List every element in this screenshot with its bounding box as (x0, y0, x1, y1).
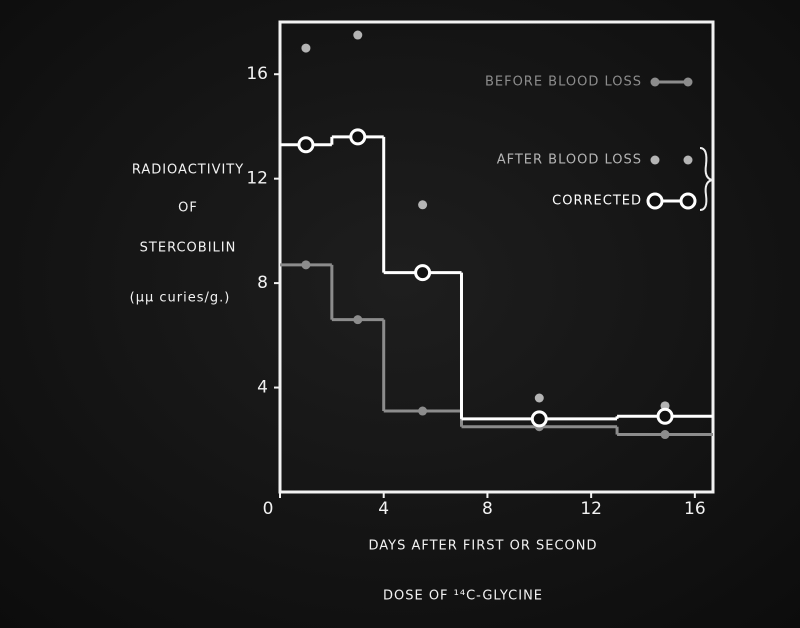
y-label-line: OF (178, 201, 198, 216)
point (534, 393, 544, 403)
legend-marker (650, 77, 660, 87)
point (353, 30, 363, 40)
point (656, 407, 674, 425)
point (353, 315, 363, 325)
legend-marker (650, 155, 660, 165)
series (280, 128, 713, 428)
x-tick-label: 8 (482, 499, 493, 519)
legend-marker (683, 77, 693, 87)
y-label-line: (μμ curies/g.) (130, 291, 231, 306)
point (530, 410, 548, 428)
point (418, 200, 428, 210)
point (660, 430, 670, 440)
point (297, 136, 315, 154)
y-label-line: RADIOACTIVITY (132, 163, 244, 178)
legend-marker (646, 192, 664, 210)
x-tick-label: 16 (684, 499, 706, 519)
legend-marker (683, 155, 693, 165)
y-tick-label: 8 (257, 273, 268, 293)
point (301, 260, 311, 270)
y-tick-label: 16 (246, 64, 268, 84)
x-tick-label: 12 (580, 499, 602, 519)
plot-frame (278, 20, 715, 494)
legend-label: CORRECTED (552, 194, 642, 209)
x-tick-label: 4 (378, 499, 389, 519)
x-label-line: DOSE OF ¹⁴C-GLYCINE (383, 589, 543, 604)
point (418, 406, 428, 416)
legend-label: AFTER BLOOD LOSS (497, 153, 642, 168)
y-axis-label: RADIOACTIVITY OF STERCOBILIN (μμ curies/… (130, 163, 244, 306)
point (301, 43, 311, 53)
point (349, 128, 367, 146)
x-label-line: DAYS AFTER FIRST OR SECOND (368, 539, 597, 554)
legend-marker (679, 192, 697, 210)
x-tick-label: 0 (263, 499, 274, 519)
y-tick-label: 4 (257, 378, 268, 398)
legend-entry: AFTER BLOOD LOSS (497, 153, 693, 168)
y-tick-label: 12 (246, 169, 268, 189)
legend-brace (699, 147, 713, 211)
x-axis-label: DAYS AFTER FIRST OR SECOND DOSE OF ¹⁴C-G… (368, 539, 597, 604)
legend-entry: BEFORE BLOOD LOSS (485, 75, 693, 90)
legend-entry: CORRECTED (552, 192, 697, 210)
y-label-line: STERCOBILIN (140, 241, 237, 256)
point (414, 264, 432, 282)
legend-label: BEFORE BLOOD LOSS (485, 75, 642, 90)
